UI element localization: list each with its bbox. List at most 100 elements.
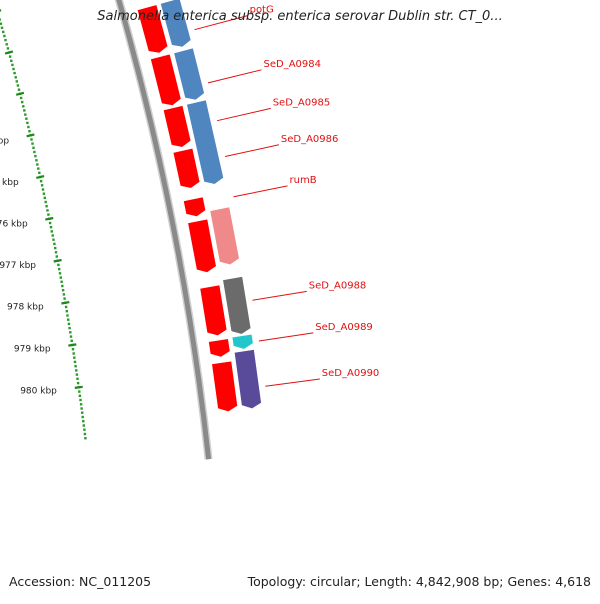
ruler-dot (80, 407, 83, 410)
cds-arrow[interactable] (187, 218, 217, 273)
ruler-dot (47, 213, 50, 216)
ruler-dot (54, 251, 58, 254)
ruler-dot (5, 43, 8, 46)
ruler-dot (6, 47, 10, 50)
ruler-tick (4, 50, 14, 55)
ruler-dot (41, 188, 45, 191)
gene-label[interactable]: rumB (290, 175, 317, 186)
feature-arrow[interactable] (173, 47, 205, 101)
ruler-dot (48, 221, 52, 225)
ruler-dot (76, 377, 79, 380)
ruler-dot (51, 234, 54, 237)
ruler-dot (78, 390, 81, 393)
gene-labels-group: SeD_A0981SeD_A0982potGSeD_A0984SeD_A0985… (194, 5, 380, 387)
ruler-dot (25, 117, 28, 120)
ruler-dot (82, 420, 85, 423)
gene-label[interactable]: SeD_A0986 (281, 134, 339, 145)
ruler-dot (84, 437, 87, 440)
ruler-dot (19, 96, 23, 100)
ruler-tick (45, 216, 54, 221)
ruler-tick (61, 301, 70, 305)
gene-label[interactable]: potG (250, 5, 274, 16)
ruler-dot (58, 272, 62, 275)
gene-label-leader (216, 107, 271, 122)
cds-arrow[interactable] (199, 284, 228, 337)
ruler-dot (4, 38, 7, 42)
cds-arrow[interactable] (208, 338, 231, 358)
ruler-dot (65, 310, 68, 313)
gene-label[interactable]: SeD_A0984 (264, 59, 322, 70)
ruler-dot (61, 289, 65, 292)
ruler-dot (68, 326, 71, 330)
ruler-dot (83, 432, 87, 436)
ruler-tick (36, 175, 45, 179)
ruler-dot (37, 167, 40, 170)
ruler-dot (35, 159, 38, 162)
ruler-dot (42, 192, 46, 195)
gene-label-leader (194, 15, 248, 31)
ruler-tick-label: 975 kbp (0, 178, 19, 188)
ruler-dot (59, 276, 62, 279)
cds-arrow[interactable] (162, 105, 192, 148)
ruler-dot (38, 171, 41, 174)
feature-arrow[interactable] (209, 206, 240, 266)
ruler-dot (73, 360, 77, 364)
gene-label-leader (252, 290, 307, 301)
cds-arrow[interactable] (172, 147, 201, 189)
ruler-dot (69, 335, 73, 338)
ruler-dot (71, 348, 75, 351)
sequence-info: Topology: circular; Length: 4,842,908 bp… (248, 574, 591, 589)
ruler-dot (43, 196, 46, 200)
ruler-dot (50, 230, 53, 233)
map-title: Salmonella enterica subsp. enterica sero… (97, 9, 503, 24)
gene-label[interactable]: SeD_A0989 (315, 322, 373, 333)
ruler-dot (11, 63, 14, 67)
genes-value: 4,618 (555, 574, 591, 589)
backbone-line (116, 0, 212, 460)
feature-arrow[interactable] (222, 276, 252, 335)
ruler-dot (13, 71, 16, 75)
ruler-dot (60, 280, 63, 283)
length-label: Length: (364, 574, 412, 589)
ruler-dot (81, 415, 84, 419)
ruler-group: 971 kbp972 kbp973 kbp974 kbp975 kbp976 k… (0, 9, 87, 440)
cds-arrow[interactable] (183, 196, 207, 217)
feature-arrow[interactable] (231, 333, 254, 350)
feature-arrow[interactable] (160, 0, 192, 48)
ruler-dot (70, 339, 73, 342)
ruler-dot (75, 369, 78, 372)
gene-label[interactable]: SeD_A0990 (322, 368, 380, 379)
ruler-tick (26, 133, 35, 138)
cds-arrow[interactable] (211, 360, 238, 413)
gene-label-leader (207, 69, 262, 84)
ruler-dot (72, 352, 75, 355)
ruler-dot (24, 113, 27, 116)
accession-info: Accession: NC_011205 (9, 574, 151, 589)
cds-arrow[interactable] (136, 4, 169, 54)
ruler-dot (45, 205, 48, 208)
gene-label[interactable]: SeD_A0988 (309, 280, 367, 291)
ruler-dot (34, 154, 37, 158)
feature-arrow[interactable] (233, 349, 262, 410)
ruler-dot (31, 142, 34, 145)
ruler-dot (23, 109, 26, 112)
gene-label-leader (224, 144, 280, 157)
ruler-dot (57, 263, 60, 267)
ruler-dot (0, 26, 4, 29)
ruler-dot (8, 55, 12, 58)
topology-label: Topology: (247, 574, 307, 589)
ruler-dot (10, 59, 13, 62)
ruler-dot (78, 394, 82, 397)
ruler-dot (46, 209, 49, 212)
feature-arrow[interactable] (186, 99, 224, 185)
ruler-tick-label: 977 kbp (0, 261, 36, 271)
cds-arrow[interactable] (150, 53, 182, 106)
ruler-dot (53, 242, 56, 246)
ruler-dot (36, 163, 39, 166)
ruler-tick (74, 385, 83, 389)
ruler-dot (74, 365, 77, 368)
gene-label[interactable]: SeD_A0985 (273, 97, 331, 108)
ruler-dot (26, 121, 29, 125)
accession-value: NC_011205 (79, 574, 152, 589)
